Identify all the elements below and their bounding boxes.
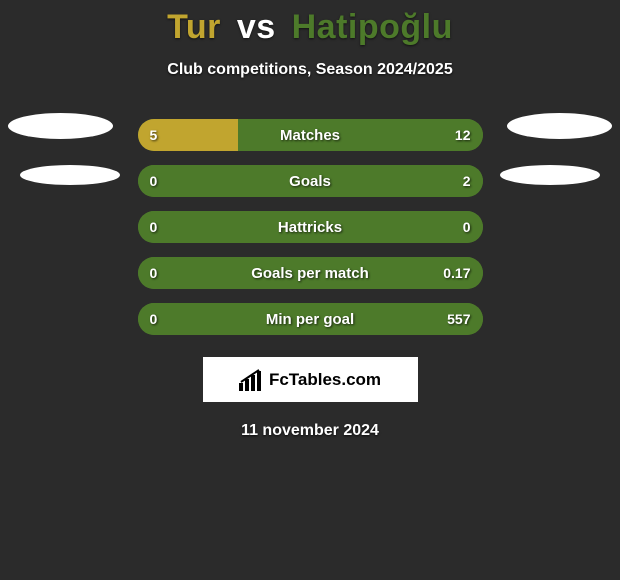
stat-label: Goals xyxy=(138,165,483,197)
stat-bar: 0557Min per goal xyxy=(138,303,483,335)
title-vs: vs xyxy=(237,8,276,46)
stat-bar: 512Matches xyxy=(138,119,483,151)
comparison-subtitle: Club competitions, Season 2024/2025 xyxy=(0,61,620,79)
stat-bar: 00.17Goals per match xyxy=(138,257,483,289)
comparison-date: 11 november 2024 xyxy=(0,422,620,440)
player2-avatar-small xyxy=(500,165,600,185)
player1-avatar-small xyxy=(20,165,120,185)
chart-icon xyxy=(239,369,263,391)
comparison-area: 512Matches 02Goals 00Hattricks 00.17Goals p… xyxy=(0,119,620,335)
stat-label: Goals per match xyxy=(138,257,483,289)
title-player2: Hatipoğlu xyxy=(292,8,453,46)
comparison-bars: 512Matches 02Goals 00Hattricks 00.17Goals p… xyxy=(138,119,483,335)
fctables-logo-text: FcTables.com xyxy=(269,370,381,390)
stat-bar: 00Hattricks xyxy=(138,211,483,243)
player1-avatar-large xyxy=(8,113,113,139)
comparison-title: Tur vs Hatipoğlu xyxy=(0,0,620,47)
player2-avatar-large xyxy=(507,113,612,139)
fctables-logo[interactable]: FcTables.com xyxy=(203,357,418,402)
title-player1: Tur xyxy=(167,8,221,46)
stat-label: Hattricks xyxy=(138,211,483,243)
stat-label: Min per goal xyxy=(138,303,483,335)
stat-label: Matches xyxy=(138,119,483,151)
stat-bar: 02Goals xyxy=(138,165,483,197)
